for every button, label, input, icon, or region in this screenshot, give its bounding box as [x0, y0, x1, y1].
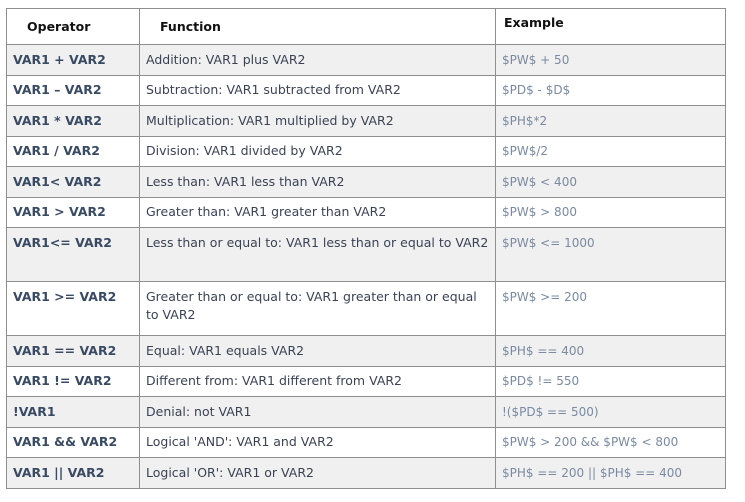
function-cell: Multiplication: VAR1 multiplied by VAR2: [139, 105, 496, 137]
operator-cell: VAR1 || VAR2: [6, 457, 140, 489]
operator-cell: VAR1 – VAR2: [6, 74, 140, 106]
function-cell: Greater than: VAR1 greater than VAR2: [139, 196, 496, 228]
table-row: VAR1 + VAR2 Addition: VAR1 plus VAR2 $PW…: [6, 44, 726, 76]
table-row: !VAR1 Denial: not VAR1 !($PD$ == 500): [6, 396, 726, 428]
table-row: VAR1<= VAR2 Less than or equal to: VAR1 …: [6, 227, 726, 282]
operator-cell: VAR1 * VAR2: [6, 105, 140, 137]
table-row: VAR1 >= VAR2 Greater than or equal to: V…: [6, 281, 726, 336]
function-cell: Less than or equal to: VAR1 less than or…: [139, 227, 496, 282]
function-cell: Addition: VAR1 plus VAR2: [139, 44, 496, 76]
function-cell: Logical 'AND': VAR1 and VAR2: [139, 426, 496, 458]
table-row: VAR1 != VAR2 Different from: VAR1 differ…: [6, 365, 726, 397]
table-row: VAR1 || VAR2 Logical 'OR': VAR1 or VAR2 …: [6, 457, 726, 489]
table-header-row: Operator Function Example: [6, 8, 726, 45]
function-cell: Different from: VAR1 different from VAR2: [139, 365, 496, 397]
operator-cell: VAR1 + VAR2: [6, 44, 140, 76]
example-cell: $PW$ < 400: [495, 166, 726, 198]
function-cell: Subtraction: VAR1 subtracted from VAR2: [139, 74, 496, 106]
operator-cell: VAR1 / VAR2: [6, 135, 140, 167]
example-cell: $PH$*2: [495, 105, 726, 137]
operator-cell: VAR1< VAR2: [6, 166, 140, 198]
function-cell: Logical 'OR': VAR1 or VAR2: [139, 457, 496, 489]
table-row: VAR1 * VAR2 Multiplication: VAR1 multipl…: [6, 105, 726, 137]
operators-table-container: Operator Function Example VAR1 + VAR2 Ad…: [6, 8, 726, 489]
example-cell: $PD$ != 550: [495, 365, 726, 397]
operator-cell: VAR1 == VAR2: [6, 335, 140, 367]
function-cell: Equal: VAR1 equals VAR2: [139, 335, 496, 367]
operator-cell: !VAR1: [6, 396, 140, 428]
operator-cell: VAR1 != VAR2: [6, 365, 140, 397]
table-row: VAR1 && VAR2 Logical 'AND': VAR1 and VAR…: [6, 426, 726, 458]
example-cell: $PW$ > 200 && $PW$ < 800: [495, 426, 726, 458]
example-cell: $PH$ == 200 || $PH$ == 400: [495, 457, 726, 489]
function-cell: Less than: VAR1 less than VAR2: [139, 166, 496, 198]
operators-table: Operator Function Example VAR1 + VAR2 Ad…: [6, 8, 726, 489]
example-cell: !($PD$ == 500): [495, 396, 726, 428]
example-cell: $PW$ <= 1000: [495, 227, 726, 282]
operator-cell: VAR1 > VAR2: [6, 196, 140, 228]
example-cell: $PD$ - $D$: [495, 74, 726, 106]
operator-cell: VAR1<= VAR2: [6, 227, 140, 282]
table-row: VAR1 – VAR2 Subtraction: VAR1 subtracted…: [6, 74, 726, 106]
example-cell: $PW$ + 50: [495, 44, 726, 76]
example-cell: $PW$ > 800: [495, 196, 726, 228]
example-cell: $PH$ == 400: [495, 335, 726, 367]
operator-cell: VAR1 && VAR2: [6, 426, 140, 458]
table-row: VAR1 > VAR2 Greater than: VAR1 greater t…: [6, 196, 726, 228]
example-cell: $PW$ >= 200: [495, 281, 726, 336]
function-cell: Denial: not VAR1: [139, 396, 496, 428]
table-row: VAR1 / VAR2 Division: VAR1 divided by VA…: [6, 135, 726, 167]
header-operator: Operator: [6, 8, 140, 45]
example-cell: $PW$/2: [495, 135, 726, 167]
header-function: Function: [139, 8, 496, 45]
function-cell: Greater than or equal to: VAR1 greater t…: [139, 281, 496, 336]
operator-cell: VAR1 >= VAR2: [6, 281, 140, 336]
header-example: Example: [495, 8, 726, 45]
table-row: VAR1 == VAR2 Equal: VAR1 equals VAR2 $PH…: [6, 335, 726, 367]
table-row: VAR1< VAR2 Less than: VAR1 less than VAR…: [6, 166, 726, 198]
function-cell: Division: VAR1 divided by VAR2: [139, 135, 496, 167]
